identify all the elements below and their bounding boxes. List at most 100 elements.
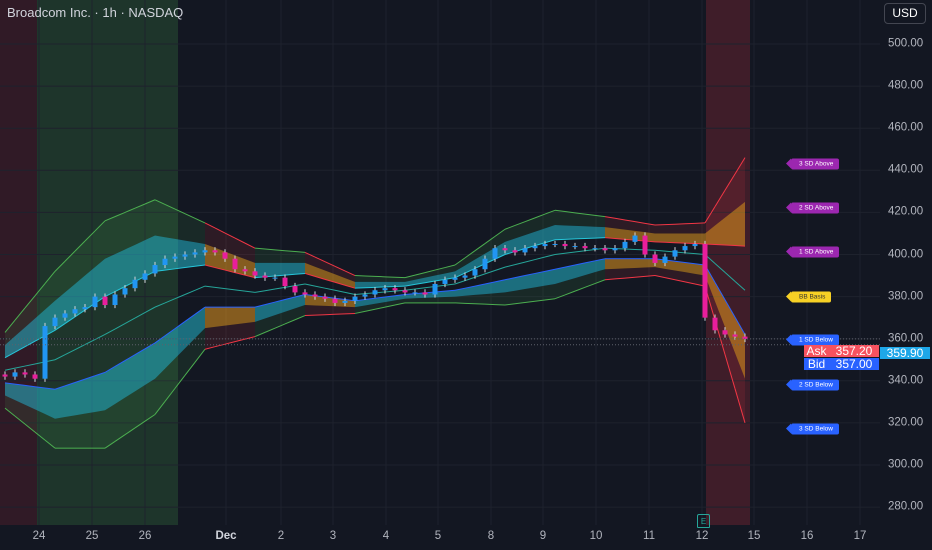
sd3-below-line (194, 348, 206, 363)
band-fill-outer (255, 318, 265, 337)
sd3-above-line (274, 249, 286, 252)
candle (432, 283, 438, 295)
sd1-below-line (44, 387, 56, 390)
band-fill-outer (445, 296, 455, 303)
sd1-above-line (164, 268, 176, 271)
sd1-below-line (684, 262, 696, 265)
band-fill-lower (715, 282, 725, 328)
band-fill-lower (545, 269, 555, 286)
time-tick: 4 (382, 530, 390, 542)
sd1-above-line (344, 284, 356, 289)
candle (462, 275, 468, 278)
sd3-below-line (184, 361, 196, 376)
band-fill-lower (465, 286, 475, 296)
price-chart[interactable] (0, 0, 880, 550)
sd1-below-line (114, 360, 126, 367)
bb-basis-line (174, 294, 186, 300)
band-fill-outer (235, 323, 245, 342)
sd1-below-line (24, 384, 36, 388)
sd1-above-line (434, 278, 446, 282)
band-fill-upper (445, 271, 455, 280)
band-fill-outer (475, 243, 485, 260)
bb-basis-line (234, 289, 246, 292)
candle (552, 243, 558, 245)
sd1-below-line (564, 264, 576, 268)
band-fill-upper (325, 270, 335, 283)
candle (352, 296, 358, 301)
candle (692, 243, 698, 247)
band-fill-lower (55, 385, 65, 419)
bb-basis-line (544, 254, 556, 258)
band-fill-outer (175, 209, 185, 241)
sd3-above-line (104, 216, 116, 222)
sd1-above-line (244, 274, 256, 279)
sd3-above-line (614, 217, 626, 221)
band-fill-upper (425, 275, 435, 283)
bb-basis-line (354, 293, 366, 295)
time-tick: 16 (800, 530, 814, 542)
candle (302, 292, 308, 295)
bb-basis-line (224, 288, 236, 291)
band-fill-outer (325, 261, 335, 275)
sd3-above-line (14, 307, 26, 321)
sd1-below-line (394, 293, 406, 297)
sd3-above-line (544, 209, 556, 215)
band-fill-outer (615, 218, 625, 230)
ask-label: Ask (804, 345, 829, 357)
candle (192, 252, 198, 255)
candle (322, 296, 328, 299)
candle (222, 252, 228, 259)
band-fill-outer (485, 236, 495, 254)
bb-basis-line (714, 263, 726, 273)
sd3-above-line (534, 213, 546, 219)
sd3-below-line (724, 354, 736, 389)
band-fill-upper (185, 240, 195, 268)
sd3-below-line (154, 401, 166, 415)
band-label: 2 SD Below (786, 379, 839, 391)
bb-basis-line (194, 285, 206, 291)
sd1-above-line (204, 264, 216, 269)
ask-price-tag: 357.20 (829, 345, 879, 357)
sd1-below-line (584, 260, 596, 264)
sd1-below-line (734, 316, 746, 335)
bb-basis-line (324, 287, 336, 291)
band-fill-lower (65, 382, 75, 418)
band-fill-upper (105, 254, 115, 297)
bb-basis-line (254, 290, 266, 293)
sd1-below-line (294, 294, 306, 298)
bb-basis-line (504, 264, 516, 268)
candle (512, 250, 518, 253)
sd3-above-line (504, 224, 516, 230)
candle (272, 277, 278, 279)
band-fill-outer (565, 211, 575, 226)
sd3-above-line (224, 232, 236, 239)
band-fill-upper (335, 274, 345, 286)
band-fill-outer (645, 267, 655, 277)
candle (92, 296, 98, 308)
candle (472, 269, 478, 276)
time-tick: 15 (747, 530, 761, 542)
sd1-above-line (174, 267, 186, 270)
band-fill-outer (15, 400, 25, 425)
sd3-above-line (124, 207, 136, 213)
sd1-above-line (304, 272, 316, 277)
sd1-below-line (374, 296, 386, 299)
sd3-below-line (544, 298, 556, 301)
band-fill-lower (455, 288, 465, 297)
band-fill-upper (395, 281, 405, 287)
band-fill-outer (55, 417, 65, 449)
time-tick: 2 (277, 530, 285, 542)
currency-button[interactable]: USD (884, 3, 926, 24)
sd3-above-line (514, 221, 526, 226)
band-fill-outer (495, 229, 505, 248)
sd3-above-line (54, 260, 66, 272)
earnings-marker[interactable]: E (697, 514, 710, 528)
sd1-above-line (454, 272, 466, 279)
sd3-below-line (594, 279, 606, 285)
sd3-below-line (684, 281, 696, 285)
band-label: 2 SD Above (785, 202, 840, 214)
sd1-below-line (574, 262, 586, 266)
band-fill-lower (85, 375, 95, 414)
candle (382, 288, 388, 291)
band-fill-outer (625, 219, 635, 231)
